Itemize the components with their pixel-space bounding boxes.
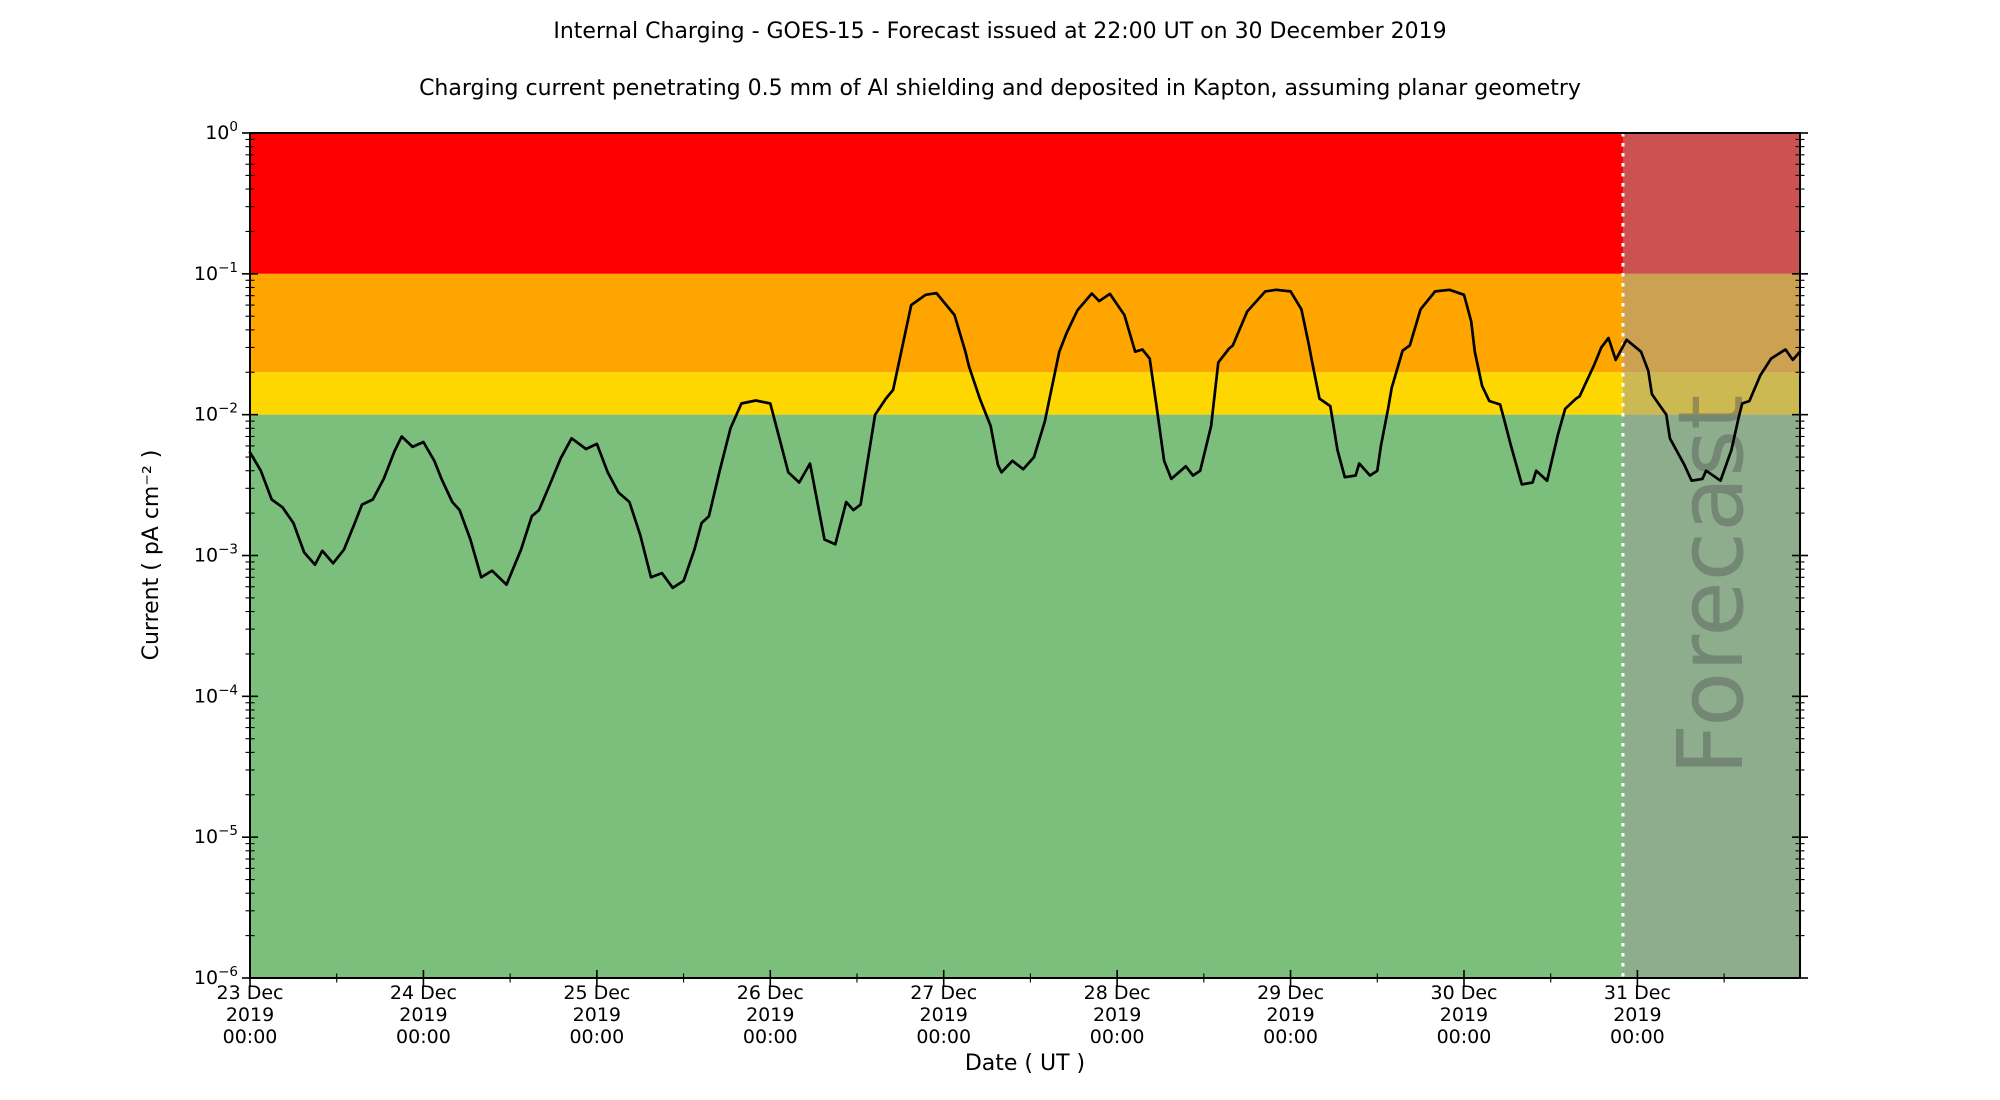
x-tick-label-time: 00:00 bbox=[916, 1026, 971, 1048]
x-tick-label-date: 29 Dec bbox=[1257, 982, 1324, 1004]
alert-bands bbox=[250, 133, 1800, 979]
y-tick-labels: 100 10−1 10−2 10−3 10−4 10−5 10−6 bbox=[194, 119, 238, 989]
data-line bbox=[248, 288, 1802, 590]
x-tick-label-date: 30 Dec bbox=[1430, 982, 1497, 1004]
charging-current-line bbox=[248, 288, 1802, 590]
x-tick-label-date: 28 Dec bbox=[1084, 982, 1151, 1004]
x-tick-label-date: 25 Dec bbox=[563, 982, 630, 1004]
page-title: Internal Charging - GOES-15 - Forecast i… bbox=[553, 19, 1446, 44]
x-tick-label-year: 2019 bbox=[226, 1004, 274, 1026]
forecast-shaded-region bbox=[1622, 133, 1800, 978]
x-tick-label-year: 2019 bbox=[399, 1004, 447, 1026]
y-tick-label: 10−5 bbox=[194, 823, 238, 848]
yellow-alert-band bbox=[250, 372, 1800, 415]
x-tick-label-date: 23 Dec bbox=[217, 982, 284, 1004]
x-tick-label-time: 00:00 bbox=[1610, 1026, 1665, 1048]
chart-subtitle: Charging current penetrating 0.5 mm of A… bbox=[419, 76, 1581, 101]
plot-border bbox=[249, 132, 1801, 979]
x-tick-label-time: 00:00 bbox=[1263, 1026, 1318, 1048]
x-tick-label-year: 2019 bbox=[1093, 1004, 1141, 1026]
axes-frame bbox=[249, 132, 1801, 979]
red-alert-band bbox=[250, 133, 1800, 274]
x-axis-label: Date ( UT ) bbox=[965, 1051, 1085, 1076]
x-tick-label-year: 2019 bbox=[1266, 1004, 1314, 1026]
y-tick-label: 10−3 bbox=[194, 542, 238, 567]
y-tick-label: 10−2 bbox=[194, 401, 238, 426]
y-tick-label: 10−6 bbox=[194, 964, 238, 989]
x-tick-label-date: 26 Dec bbox=[737, 982, 804, 1004]
green-quiet-band bbox=[250, 414, 1800, 979]
x-tick-label-time: 00:00 bbox=[223, 1026, 278, 1048]
x-tick-label-year: 2019 bbox=[1613, 1004, 1661, 1026]
x-tick-label-date: 27 Dec bbox=[910, 982, 977, 1004]
y-tick-label: 10−4 bbox=[194, 682, 238, 707]
amber-alert-band bbox=[250, 273, 1800, 373]
x-tick-label-year: 2019 bbox=[573, 1004, 621, 1026]
x-tick-label-time: 00:00 bbox=[1437, 1026, 1492, 1048]
x-tick-label-date: 31 Dec bbox=[1604, 982, 1671, 1004]
x-tick-label-year: 2019 bbox=[1440, 1004, 1488, 1026]
x-tick-label-year: 2019 bbox=[920, 1004, 968, 1026]
forecast-overlay bbox=[1622, 133, 1800, 978]
forecast-watermark: Forecast bbox=[1659, 395, 1764, 776]
x-tick-label-time: 00:00 bbox=[569, 1026, 624, 1048]
y-axis-label: Current ( pA cm⁻² ) bbox=[139, 450, 164, 661]
x-tick-label-date: 24 Dec bbox=[390, 982, 457, 1004]
y-tick-label: 100 bbox=[205, 119, 238, 144]
x-tick-label-time: 00:00 bbox=[743, 1026, 798, 1048]
x-tick-label-time: 00:00 bbox=[396, 1026, 451, 1048]
x-tick-label-time: 00:00 bbox=[1090, 1026, 1145, 1048]
y-tick-label: 10−1 bbox=[194, 260, 238, 285]
x-tick-label-year: 2019 bbox=[746, 1004, 794, 1026]
